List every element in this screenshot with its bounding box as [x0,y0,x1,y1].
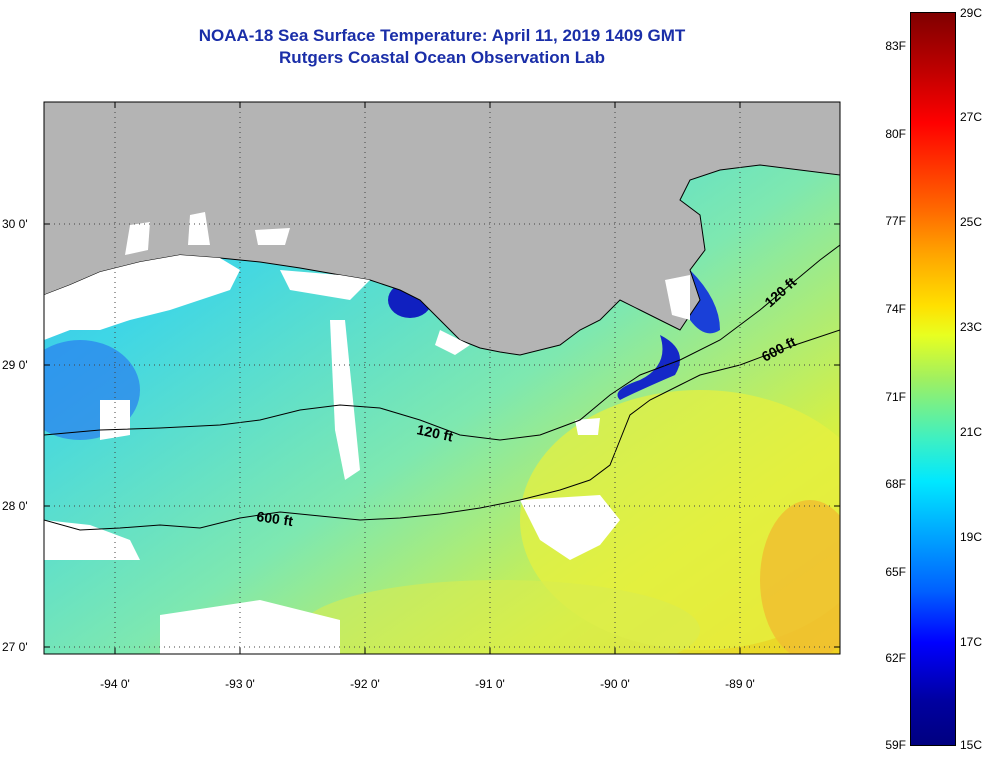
lon-label-90: -90 0' [600,677,630,691]
cloud-mask [520,495,620,560]
lat-label-29: 29 0' [2,358,28,372]
warm-water-patch [520,390,840,650]
lon-label-93: -93 0' [225,677,255,691]
colorbar-label-c: 29C [960,6,983,20]
colorbar-label-f: 80F [885,127,906,141]
cloud-mask [255,228,290,245]
contour-120ft [44,244,840,441]
colorbar-label-f: 68F [885,477,906,491]
colorbar-label-c: 21C [960,425,983,439]
cloud-mask [330,320,360,480]
colorbar-label-c: 27C [960,110,983,124]
lon-label-91: -91 0' [475,677,505,691]
lat-label-27: 27 0' [2,640,28,654]
warm-water-patch [300,580,700,654]
cloud-mask [100,400,130,440]
cloud-mask [188,212,210,245]
colorbar-label-c: 19C [960,530,983,544]
contour-600ft [44,329,840,531]
cloud-mask [44,255,240,340]
colorbar-label-c: 23C [960,320,983,334]
colorbar-label-f: 71F [885,390,906,404]
louisiana-coastline [44,102,840,356]
cloud-mask [44,520,140,560]
mississippi-plume [617,335,680,400]
map-subtitle: Rutgers Coastal Ocean Observation Lab [279,48,605,67]
cloud-mask [160,600,340,654]
lat-label-30: 30 0' [2,217,28,231]
graticule [44,102,840,654]
temperature-colorbar [910,12,956,746]
lon-label-94: -94 0' [100,677,130,691]
cloud-mask [280,270,370,300]
tick-marks [44,102,840,654]
contour-label-600ft-west: 600 ft [256,508,295,529]
cloud-mask [575,418,600,435]
colorbar-label-c: 15C [960,738,983,752]
colorbar-label-f: 83F [885,39,906,53]
colorbar-label-c: 17C [960,635,983,649]
warm-water-patch [760,500,840,654]
lon-label-89: -89 0' [725,677,755,691]
lat-label-28: 28 0' [2,499,28,513]
colorbar-label-f: 65F [885,565,906,579]
plot-frame [43,101,841,655]
cloud-mask [435,330,470,355]
colorbar-label-f: 59F [885,738,906,752]
colorbar-label-f: 74F [885,302,906,316]
cloud-mask [125,222,150,255]
map-plot-area [44,102,840,654]
colorbar-label-f: 77F [885,214,906,228]
lon-label-92: -92 0' [350,677,380,691]
contour-label-120ft-west: 120 ft [415,421,454,444]
colorbar-label-c: 25C [960,215,983,229]
cloud-mask [665,275,690,320]
map-title: NOAA-18 Sea Surface Temperature: April 1… [198,26,686,45]
colorbar-label-f: 62F [885,651,906,665]
cloud-mask [44,300,60,330]
